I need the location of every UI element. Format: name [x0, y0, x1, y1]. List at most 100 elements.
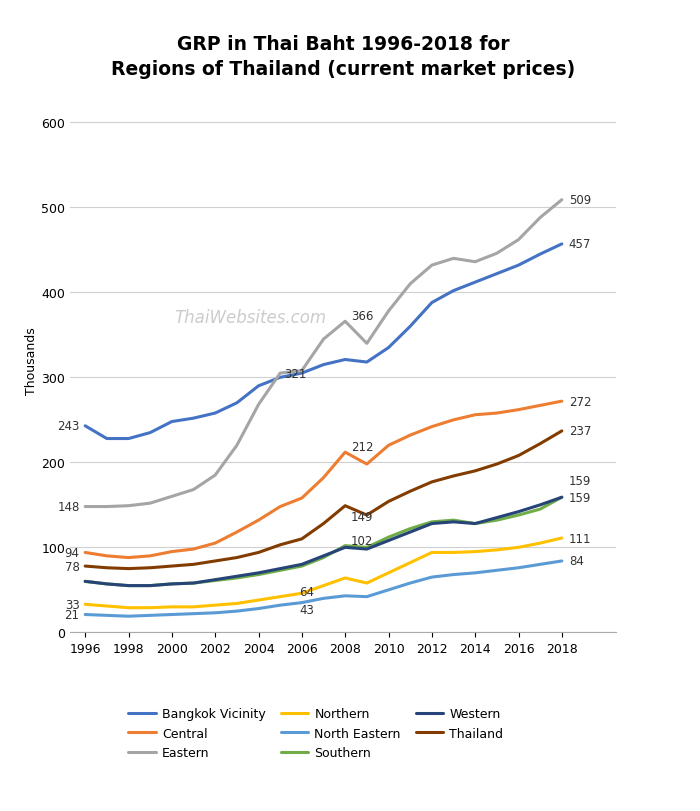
Text: 321: 321 — [284, 367, 307, 380]
Western — [167, 579, 176, 589]
Eastern — [493, 249, 501, 259]
Bangkok Vicinity — [81, 422, 90, 431]
Eastern — [449, 254, 458, 264]
Thailand — [406, 487, 414, 496]
Thailand — [103, 563, 111, 573]
Bangkok Vicinity — [167, 417, 176, 427]
Bangkok Vicinity — [514, 261, 523, 271]
Northern — [471, 547, 480, 557]
Central — [493, 409, 501, 418]
Western — [536, 500, 545, 510]
Thailand — [125, 564, 133, 573]
Thailand — [298, 534, 306, 544]
Thailand — [319, 519, 328, 529]
Thailand — [558, 427, 566, 436]
Bangkok Vicinity — [428, 298, 436, 308]
Northern — [406, 558, 414, 568]
Eastern — [189, 485, 197, 495]
Central — [298, 494, 306, 504]
Bangkok Vicinity — [125, 434, 133, 444]
Eastern — [406, 280, 414, 290]
Southern — [189, 578, 197, 588]
Thailand — [254, 548, 262, 558]
Western — [406, 527, 414, 537]
Eastern — [103, 502, 111, 512]
Southern — [232, 573, 241, 583]
Central — [232, 527, 241, 537]
Central — [558, 397, 566, 406]
Northern — [493, 545, 501, 555]
Text: 457: 457 — [569, 238, 591, 251]
Line: Bangkok Vicinity: Bangkok Vicinity — [85, 245, 562, 439]
Eastern — [514, 235, 523, 245]
Western — [471, 519, 480, 529]
North Eastern — [298, 598, 306, 607]
Northern — [232, 599, 241, 608]
Text: 149: 149 — [351, 511, 373, 524]
Text: ThaiWebsites.com: ThaiWebsites.com — [174, 308, 326, 326]
Thailand — [232, 553, 241, 563]
Western — [384, 536, 393, 546]
Eastern — [125, 501, 133, 511]
Southern — [536, 504, 545, 514]
Y-axis label: Thousands: Thousands — [25, 327, 38, 395]
Thailand — [167, 561, 176, 571]
North Eastern — [449, 570, 458, 580]
Thailand — [211, 556, 219, 566]
Bangkok Vicinity — [298, 369, 306, 379]
Eastern — [384, 307, 393, 316]
Line: Northern: Northern — [85, 539, 562, 608]
Eastern — [428, 261, 436, 271]
Western — [189, 578, 197, 588]
Central — [146, 551, 155, 561]
Text: 84: 84 — [569, 555, 584, 568]
Northern — [319, 581, 328, 590]
Northern — [103, 602, 111, 611]
Bangkok Vicinity — [254, 381, 262, 391]
Eastern — [298, 367, 306, 376]
Bangkok Vicinity — [211, 409, 219, 418]
Central — [384, 441, 393, 451]
Central — [406, 431, 414, 440]
Western — [514, 507, 523, 517]
Eastern — [211, 470, 219, 480]
Text: 102: 102 — [351, 534, 373, 547]
Northern — [276, 592, 284, 602]
Central — [319, 473, 328, 483]
Text: 78: 78 — [64, 560, 80, 573]
North Eastern — [189, 609, 197, 619]
Southern — [341, 541, 349, 551]
Eastern — [536, 213, 545, 223]
Northern — [428, 548, 436, 558]
Text: 509: 509 — [569, 194, 591, 207]
Southern — [384, 533, 393, 543]
Thailand — [363, 511, 371, 521]
Eastern — [81, 502, 90, 512]
Eastern — [146, 499, 155, 508]
Eastern — [254, 400, 262, 410]
Text: 272: 272 — [569, 395, 591, 408]
Eastern — [363, 339, 371, 349]
Central — [363, 460, 371, 470]
Thailand — [536, 440, 545, 449]
Eastern — [319, 335, 328, 345]
North Eastern — [471, 569, 480, 578]
Southern — [211, 576, 219, 586]
Central — [536, 401, 545, 410]
Thailand — [471, 466, 480, 476]
Bangkok Vicinity — [384, 343, 393, 353]
Text: 94: 94 — [64, 547, 80, 560]
Southern — [125, 581, 133, 590]
Thailand — [276, 540, 284, 550]
Text: 43: 43 — [300, 603, 314, 616]
Bangkok Vicinity — [276, 373, 284, 383]
North Eastern — [341, 591, 349, 601]
Eastern — [232, 441, 241, 451]
Northern — [363, 578, 371, 588]
Central — [103, 551, 111, 561]
Southern — [81, 577, 90, 586]
Northern — [211, 600, 219, 610]
North Eastern — [536, 560, 545, 569]
Northern — [536, 539, 545, 548]
Southern — [406, 524, 414, 534]
